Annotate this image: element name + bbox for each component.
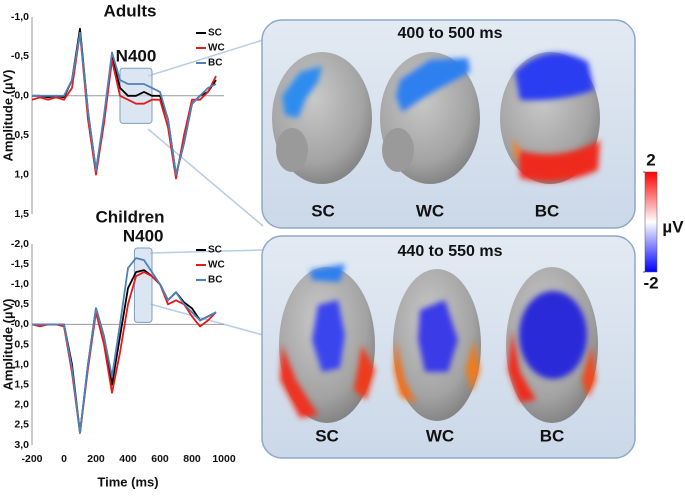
legend-label: WC [208, 43, 225, 54]
x-tick-label: 800 [183, 453, 201, 465]
y-tick-label: -1,0 [11, 11, 29, 23]
series-line [32, 257, 217, 434]
panel-title: 440 to 550 ms [398, 243, 503, 260]
condition-label: SC [311, 201, 335, 220]
y-tick-label: 1,0 [14, 358, 29, 370]
y-tick-label: 0,5 [14, 338, 29, 350]
legend-label: SC [208, 28, 222, 39]
colorbar [644, 171, 658, 273]
y-tick-label: 3,0 [14, 439, 29, 451]
y-tick-label: -2,0 [11, 238, 29, 250]
colorbar-tick-label: -2 [643, 273, 658, 292]
condition-label: WC [416, 201, 444, 220]
legend-label: WC [208, 260, 225, 271]
connectors [147, 39, 264, 336]
y-tick-label: 1,0 [14, 168, 29, 180]
x-tick-label: 600 [151, 453, 169, 465]
y-tick-label: 2,5 [14, 419, 29, 431]
head [272, 52, 372, 184]
colorbar-tick-label: 2 [646, 150, 655, 169]
chart-title: Adults [104, 1, 157, 20]
chart-title: Children [96, 207, 165, 226]
head [380, 52, 480, 184]
topomap-panel: 440 to 550 ms SC WC BC [261, 235, 636, 459]
connector [147, 39, 264, 77]
y-tick-label: -0,5 [11, 298, 29, 310]
y-axis-label: Amplitude (µV) [0, 299, 15, 391]
x-axis-label: Time (ms) [97, 474, 158, 489]
annotation-label: N400 [116, 47, 157, 66]
head [506, 267, 598, 423]
condition-label: BC [535, 201, 560, 220]
x-tick-label: 400 [119, 453, 137, 465]
panel-title: 400 to 500 ms [398, 25, 503, 42]
y-tick-label: -0,0 [11, 318, 29, 330]
y-axis-label: Amplitude (µV) [0, 70, 15, 162]
topomap-panel: 400 to 500 ms SC WC BC [261, 19, 636, 229]
y-tick-label: -0,0 [11, 90, 29, 102]
connector [149, 249, 264, 254]
annotation-label: N400 [123, 227, 164, 246]
series-line [31, 31, 217, 180]
y-tick-label: 0,5 [14, 129, 29, 141]
x-tick-label: 1000 [212, 453, 236, 465]
series-line [32, 31, 217, 176]
y-tick-label: -1,0 [11, 278, 29, 290]
condition-label: BC [540, 426, 565, 445]
legend-label: SC [208, 245, 222, 256]
head [279, 264, 375, 423]
condition-label: SC [315, 426, 339, 445]
x-tick-label: 200 [87, 453, 105, 465]
colorbar-label: µV [662, 217, 684, 236]
y-tick-label: 1,5 [14, 378, 29, 390]
connector [147, 128, 264, 227]
head [393, 269, 481, 421]
condition-label: WC [426, 426, 454, 445]
x-tick-label: 0 [61, 453, 67, 465]
y-tick-label: -0,5 [11, 50, 29, 62]
head [500, 52, 600, 184]
y-tick-label: -1,5 [11, 258, 29, 270]
legend-label: BC [208, 58, 222, 69]
legend-label: BC [208, 275, 222, 286]
x-tick-label: -200 [21, 453, 42, 465]
y-tick-label: 2,0 [14, 399, 29, 411]
y-tick-label: 1,5 [14, 208, 29, 220]
connector [149, 303, 264, 336]
